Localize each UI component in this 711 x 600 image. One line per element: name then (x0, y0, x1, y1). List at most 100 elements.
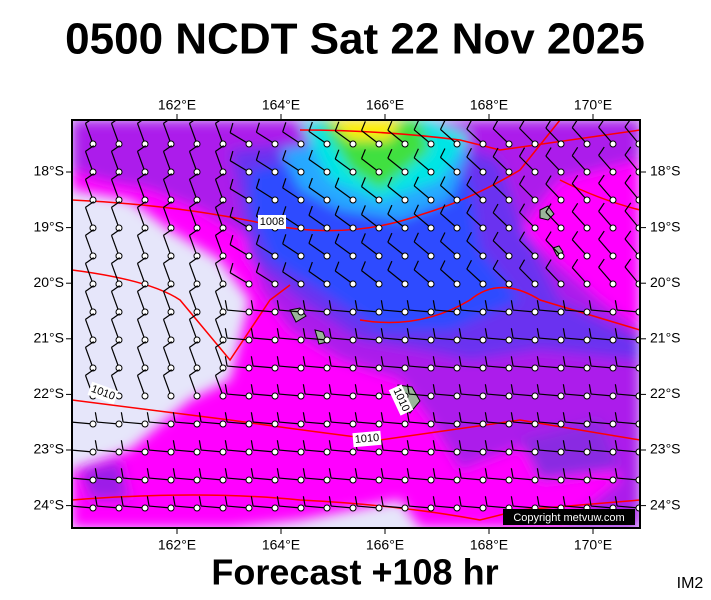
barb-flag (360, 205, 366, 215)
barb-shaft (331, 393, 354, 397)
barb-shaft (149, 421, 172, 425)
barb-shaft (413, 157, 432, 173)
barb-station (401, 420, 409, 428)
barb-flag (172, 440, 176, 451)
barb-flag (229, 234, 234, 245)
barb-flag (111, 257, 121, 264)
barb-shaft (162, 291, 172, 313)
barb-shaft (175, 421, 198, 425)
barb-shaft (308, 242, 328, 257)
barb-shaft (331, 477, 354, 481)
wind-barb (484, 328, 513, 344)
wind-barb (302, 412, 331, 428)
barb-flag (276, 440, 280, 451)
barb-shaft (487, 393, 510, 397)
wind-barb (562, 300, 591, 316)
wind-barb (510, 412, 539, 428)
barb-shaft (334, 130, 354, 145)
barb-station (427, 308, 435, 316)
barb-flag (163, 257, 173, 264)
barb-station (297, 224, 305, 232)
barb-flag (598, 202, 605, 212)
barb-station (245, 392, 253, 400)
isobar-label: 1008 (258, 215, 286, 229)
wind-barb (510, 384, 539, 400)
wind-barb (224, 440, 253, 456)
wind-barb (571, 258, 591, 288)
barb-flag (484, 440, 488, 451)
barb-shaft (214, 151, 224, 173)
barb-station (219, 504, 227, 512)
barb-flag (413, 176, 419, 187)
barb-flag (466, 203, 472, 214)
barb-shaft (229, 244, 250, 257)
barb-shaft (188, 347, 198, 369)
barb-flag (85, 201, 95, 208)
longitude-label: 162°E (158, 537, 196, 553)
barb-flag (624, 230, 632, 240)
barb-shaft (253, 393, 276, 397)
barb-flag (432, 496, 436, 507)
barb-shaft (519, 183, 536, 201)
wind-barb (308, 261, 331, 288)
barb-flag (545, 203, 552, 213)
wind-barb (162, 369, 175, 400)
barb-shaft (162, 207, 172, 229)
barb-station (427, 364, 435, 372)
barb-station (531, 336, 539, 344)
barb-shaft (188, 151, 198, 173)
barb-shaft (229, 160, 250, 173)
barb-station (531, 308, 539, 316)
barb-flag (360, 261, 366, 271)
barb-flag (282, 234, 287, 245)
wind-barb (545, 175, 565, 204)
barb-shaft (201, 505, 224, 509)
barb-station (427, 224, 435, 232)
wind-barb (439, 260, 461, 288)
wind-barb (224, 384, 253, 400)
barb-station (271, 140, 279, 148)
barb-shaft (279, 477, 302, 481)
latitude-label: 24°S (33, 496, 64, 512)
barb-station (271, 168, 279, 176)
barb-flag (198, 440, 202, 451)
barb-station (219, 280, 227, 288)
barb-station (297, 476, 305, 484)
barb-shaft (435, 449, 458, 453)
barb-station (349, 448, 357, 456)
barb-shaft (214, 123, 224, 145)
barb-flag (432, 384, 436, 395)
barb-station (453, 392, 461, 400)
barb-shaft (84, 291, 94, 313)
barb-shaft (361, 186, 380, 201)
barb-station (193, 168, 201, 176)
barb-flag (439, 232, 446, 242)
barb-flag (510, 328, 514, 339)
barb-station (323, 280, 331, 288)
barb-shaft (188, 123, 198, 145)
barb-flag (432, 300, 436, 311)
barb-shaft (162, 263, 172, 285)
barb-flag (85, 313, 95, 320)
barb-station (245, 476, 253, 484)
barb-shaft (461, 393, 484, 397)
barb-flag (255, 178, 260, 189)
wind-barb (282, 122, 305, 148)
barb-shaft (214, 375, 224, 397)
barb-flag (518, 259, 526, 269)
barb-shaft (571, 127, 588, 145)
wind-barb (214, 173, 227, 204)
wind-barb (387, 260, 409, 288)
barb-shaft (123, 477, 146, 481)
barb-flag (588, 468, 592, 479)
barb-shaft (136, 123, 146, 145)
wind-barb (406, 468, 435, 484)
wind-barb (188, 173, 201, 204)
wind-barb (302, 468, 331, 484)
barb-flag (536, 412, 540, 423)
barb-shaft (591, 365, 614, 369)
barb-shaft (539, 365, 562, 369)
barb-shaft (461, 505, 484, 509)
barb-shaft (598, 210, 614, 229)
barb-station (89, 336, 97, 344)
